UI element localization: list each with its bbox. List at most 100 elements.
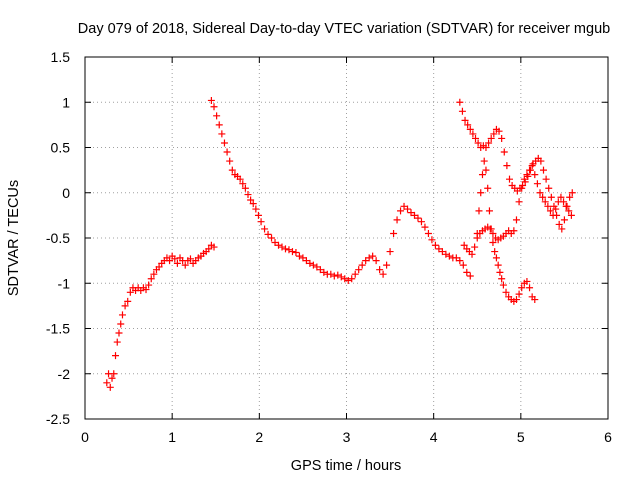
data-point (566, 193, 574, 201)
data-point (228, 166, 236, 174)
data-point (241, 184, 249, 192)
data-point (173, 259, 181, 267)
data-point (110, 370, 118, 378)
data-point (482, 144, 490, 151)
data-point (472, 134, 480, 142)
data-point (474, 139, 482, 147)
data-point (223, 148, 231, 156)
y-tick-label: 1 (62, 94, 70, 110)
data-point (261, 225, 269, 233)
data-point (278, 243, 286, 251)
data-point (484, 184, 492, 192)
data-point (226, 157, 234, 165)
data-point (562, 202, 570, 210)
data-point (254, 211, 262, 219)
data-point (218, 130, 226, 138)
data-point (126, 288, 134, 296)
data-point (358, 261, 366, 269)
data-point (489, 229, 497, 237)
data-point (533, 180, 541, 188)
data-point (478, 171, 486, 179)
data-point (485, 207, 493, 215)
data-point (115, 329, 123, 337)
y-tick-label: -2.5 (46, 411, 70, 427)
axis-ticks: 0 1 2 3 4 5 6 1.5 1 0.5 0 -0.5 -1 -1.5 -2 -2.5 (46, 49, 612, 445)
data-point (288, 248, 296, 256)
data-point (560, 198, 568, 206)
data-point (459, 261, 467, 269)
data-point (512, 296, 520, 304)
data-point (466, 125, 474, 133)
data-point (512, 216, 520, 224)
data-point (560, 216, 568, 224)
y-tick-label: 0.5 (51, 140, 71, 156)
data-point (539, 166, 547, 174)
data-point (460, 241, 468, 249)
data-point (239, 180, 247, 188)
data-point (487, 134, 495, 142)
data-point (489, 239, 497, 247)
data-point (539, 193, 547, 201)
data-point (567, 211, 575, 219)
data-point (494, 261, 502, 269)
data-point (210, 243, 218, 251)
data-point (469, 130, 477, 138)
data-point (348, 275, 356, 283)
data-point (383, 261, 391, 269)
data-point (491, 248, 499, 256)
data-point (461, 116, 469, 124)
data-point (145, 281, 153, 289)
data-point (471, 243, 479, 251)
data-point (264, 230, 272, 238)
data-point (480, 157, 488, 165)
data-point (351, 270, 359, 278)
data-point (112, 352, 120, 360)
data-point (334, 271, 342, 279)
data-point (117, 320, 125, 328)
data-point (257, 218, 265, 226)
data-point (166, 257, 174, 265)
data-point (510, 227, 518, 235)
data-point (523, 277, 531, 285)
data-point (456, 257, 464, 265)
data-point (565, 207, 573, 215)
x-tick-label: 6 (604, 429, 612, 445)
data-point (547, 193, 555, 201)
data-point (541, 198, 549, 206)
y-tick-label: 0 (62, 185, 70, 201)
data-point (210, 103, 218, 111)
data-point (376, 266, 384, 274)
data-point (372, 257, 380, 265)
data-point (466, 272, 474, 280)
data-point (249, 200, 257, 208)
data-point (515, 290, 523, 298)
data-point (456, 98, 464, 106)
data-point (337, 273, 345, 281)
data-point (552, 205, 560, 213)
data-point (506, 175, 514, 183)
data-point (252, 205, 260, 213)
data-point (404, 205, 412, 213)
data-point (500, 148, 508, 156)
data-point (355, 266, 363, 274)
data-point (503, 162, 511, 170)
data-point (487, 225, 495, 233)
data-point (106, 383, 114, 391)
data-point (155, 263, 163, 271)
data-point (309, 261, 317, 269)
data-point (327, 270, 335, 278)
data-point (518, 284, 526, 292)
y-tick-label: -0.5 (46, 230, 70, 246)
data-point (498, 134, 506, 142)
x-tick-label: 1 (168, 429, 176, 445)
data-point (431, 241, 439, 249)
data-point (390, 229, 398, 237)
data-point (568, 189, 576, 197)
data-markers (103, 96, 576, 391)
x-axis-label: GPS time / hours (291, 458, 401, 474)
data-point (549, 211, 557, 219)
y-tick-label: 1.5 (51, 49, 71, 65)
data-point (268, 234, 276, 242)
data-point (103, 379, 111, 387)
